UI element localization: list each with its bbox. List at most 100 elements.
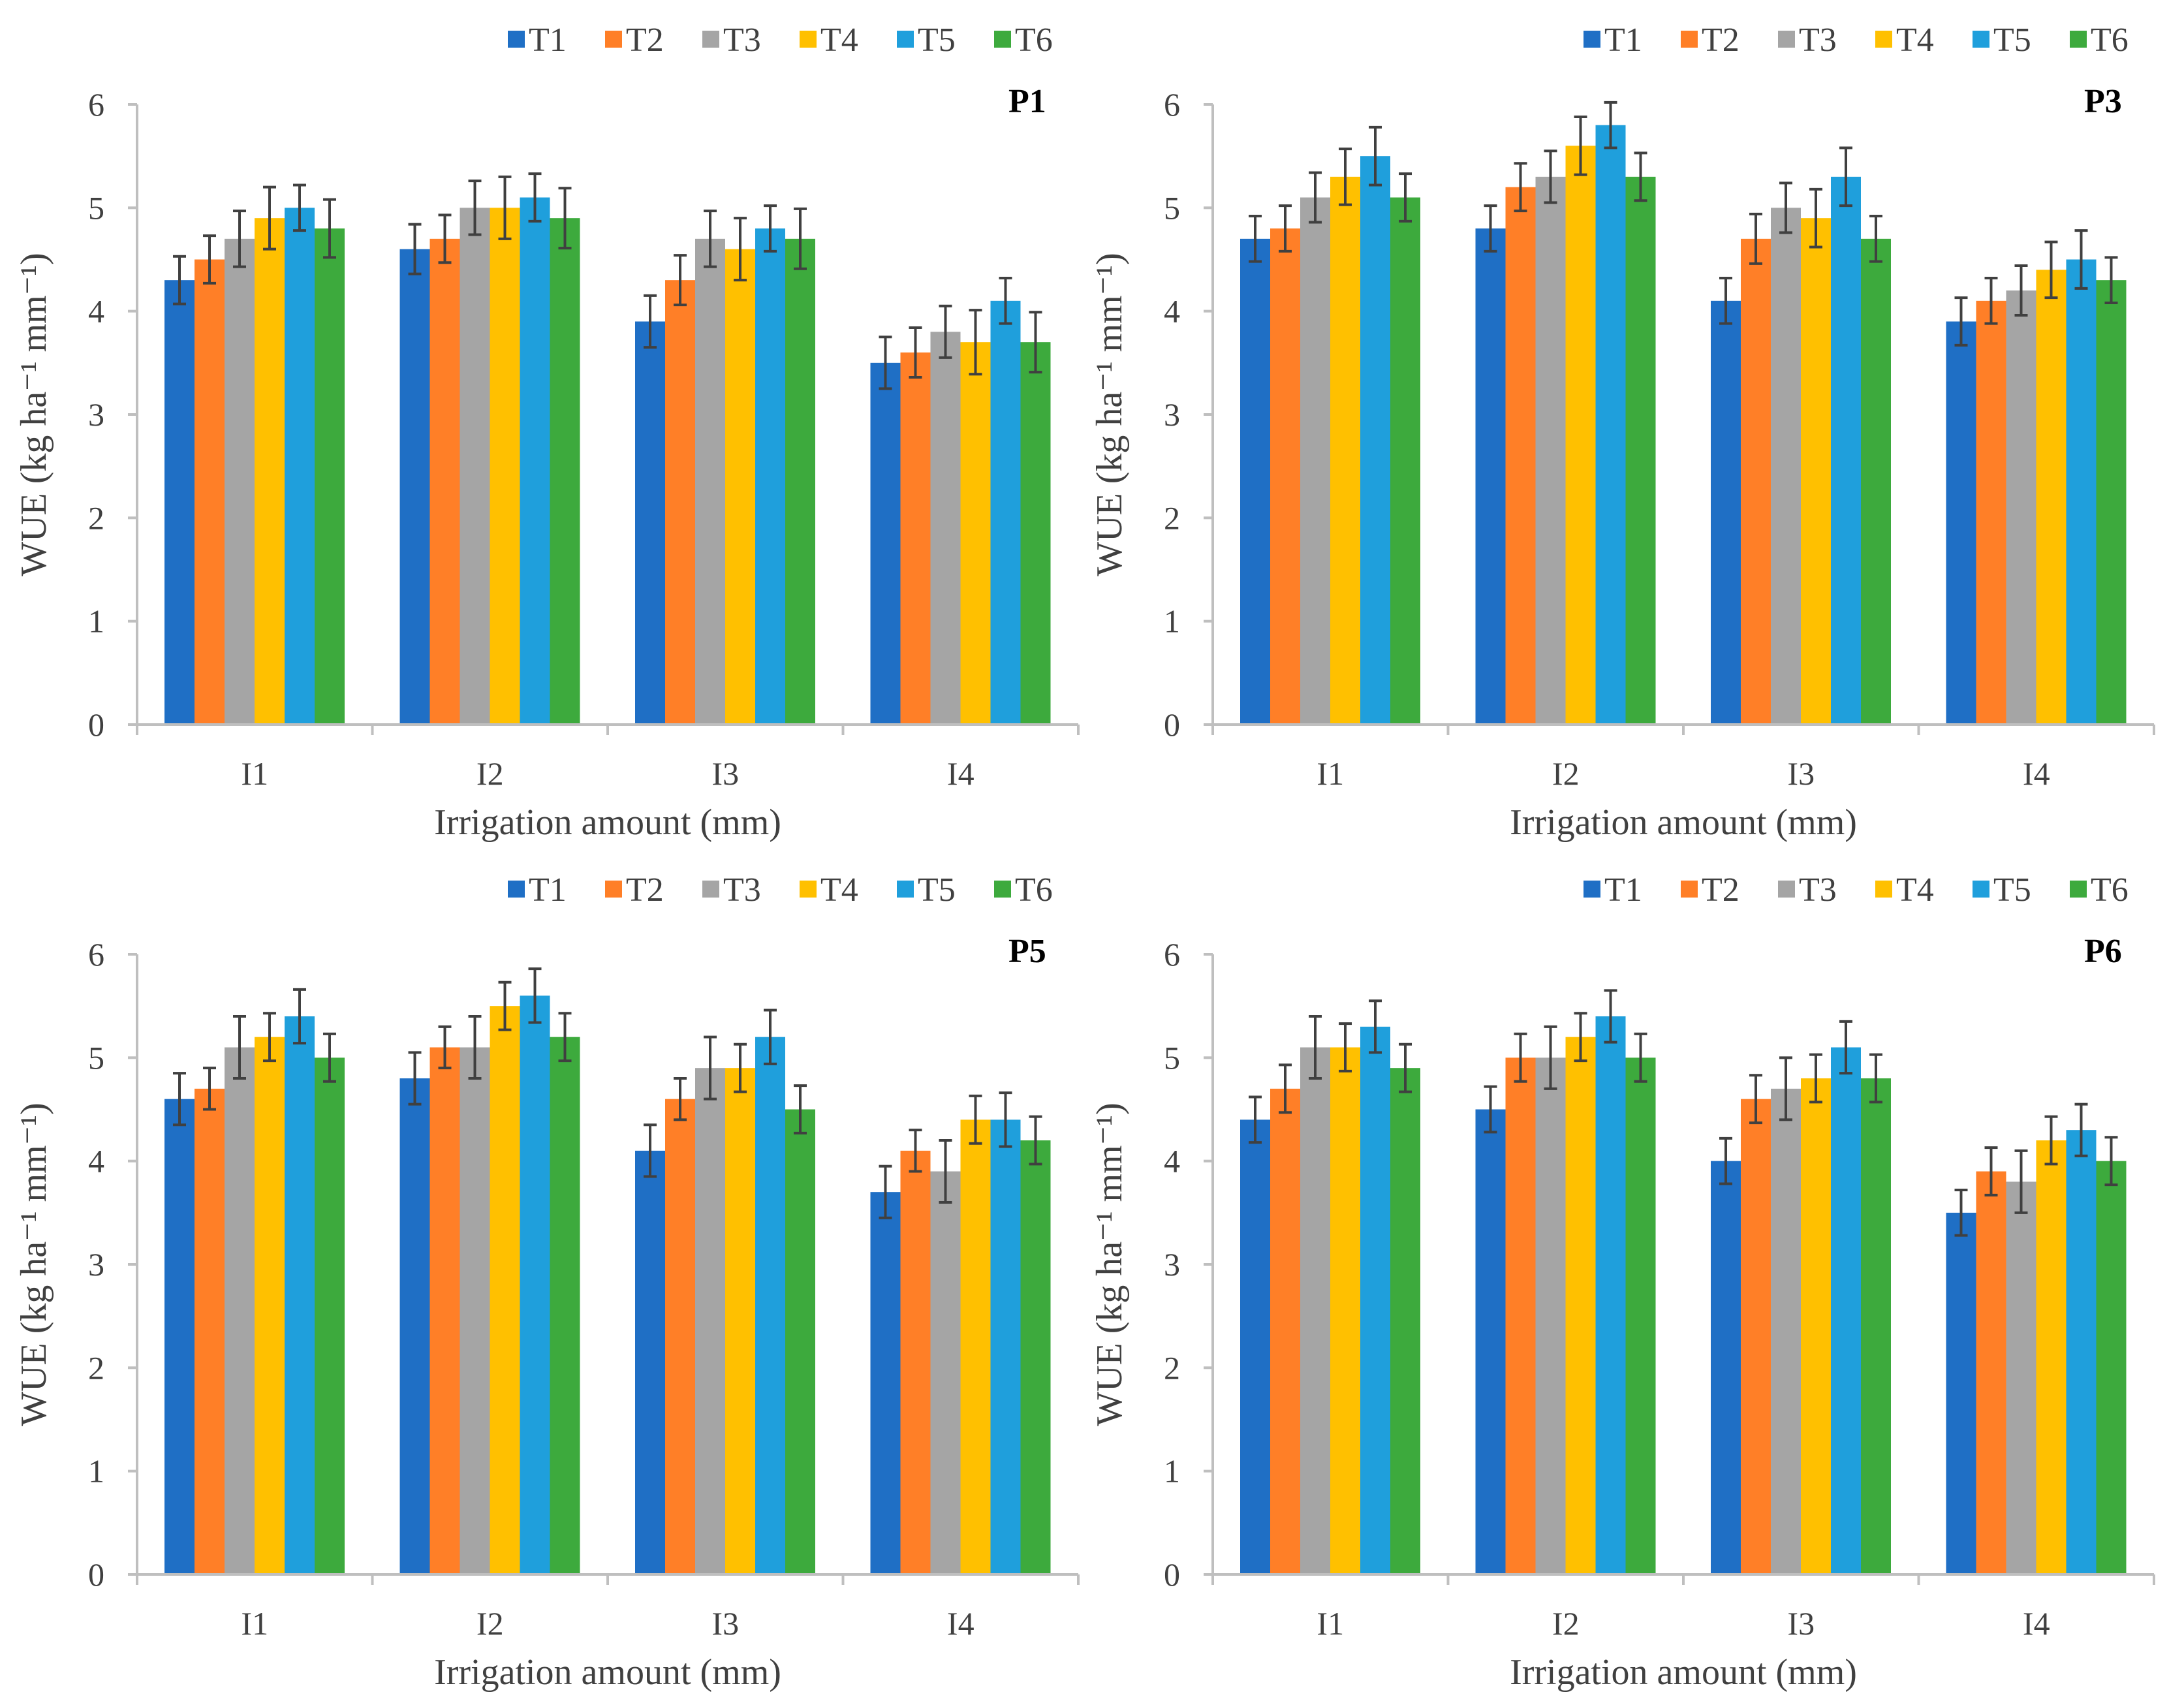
error-bar-i1-t3 [1309, 171, 1322, 224]
y-tick-label: 0 [88, 1556, 104, 1593]
bar-i4-t3 [2006, 290, 2036, 725]
legend-swatch-t2 [1681, 31, 1698, 48]
bar-i2-t5 [1595, 1016, 1626, 1574]
error-bar-i4-t1 [879, 1165, 892, 1219]
error-bar-i2-t5 [528, 172, 542, 223]
y-tick-label: 5 [88, 189, 104, 226]
legend-label-t6: T6 [1015, 871, 1053, 909]
y-tick-label: 0 [88, 706, 104, 743]
bar-i2-t1 [1475, 1109, 1506, 1574]
bar-i1-t4 [255, 1037, 285, 1574]
error-bar-i4-t3 [939, 304, 952, 359]
bar-i4-t5 [2066, 1130, 2097, 1574]
error-bar-i3-t5 [1839, 1020, 1852, 1075]
error-bar-i1-t2 [203, 234, 216, 285]
bar-i4-t3 [930, 1171, 961, 1574]
error-bar-i3-t4 [734, 1042, 747, 1093]
error-bar-i2-t3 [468, 1015, 482, 1080]
error-bar-i3-t6 [1869, 1053, 1882, 1104]
legend-swatch-t2 [605, 31, 622, 48]
error-bar-i1-t5 [1369, 125, 1382, 187]
y-tick-label: 6 [1164, 936, 1180, 973]
bar-i2-t1 [399, 249, 430, 725]
bar-i1-t1 [1240, 1119, 1270, 1574]
y-tick-label: 5 [1164, 189, 1180, 226]
legend-swatch-t6 [2070, 881, 2087, 898]
legend-label-t6: T6 [1015, 22, 1053, 59]
y-tick-label: 3 [88, 396, 104, 433]
error-bar-i1-t2 [1279, 204, 1292, 253]
error-bar-i2-t3 [468, 180, 482, 236]
legend-swatch-t3 [702, 881, 719, 898]
bar-i4-t6 [1020, 1140, 1051, 1574]
error-bar-i2-t1 [1484, 204, 1497, 253]
x-tick-label: I2 [1552, 1605, 1580, 1642]
bar-i2-t1 [1475, 228, 1506, 725]
error-bar-i2-t2 [438, 1025, 452, 1070]
y-axis-title: WUE (kg ha⁻¹ mm⁻¹) [14, 253, 54, 576]
error-bar-i3-t1 [644, 294, 657, 349]
error-bar-i2-t6 [1634, 1032, 1647, 1083]
legend-label-t5: T5 [1993, 22, 2031, 59]
panel-label: P6 [2084, 933, 2122, 970]
y-axis-title: WUE (kg ha⁻¹ mm⁻¹) [1089, 253, 1130, 576]
y-tick-label: 1 [1164, 603, 1180, 640]
chart-panel-p5: T1 T2 T3 T4 T5 T6 P5 0 1 2 3 4 5 6 I1 I2 I3 I4 Irrigation … [14, 871, 1080, 1693]
bar-i3-t4 [1801, 218, 1831, 725]
bar-i2-t3 [460, 1047, 490, 1574]
legend-label-t5: T5 [918, 22, 956, 59]
bar-i1-t6 [315, 228, 345, 725]
legend-label-t3: T3 [723, 22, 761, 59]
error-bar-i3-t5 [764, 1009, 777, 1065]
error-bar-i1-t1 [173, 255, 186, 305]
bar-i3-t5 [1831, 1047, 1861, 1574]
x-tick-label: I3 [711, 1605, 739, 1642]
bar-i3-t2 [1741, 238, 1771, 725]
x-tick-label: I4 [2023, 1605, 2050, 1642]
bars [164, 967, 1051, 1574]
error-bar-i2-t6 [558, 187, 572, 250]
legend-swatch-t6 [994, 881, 1011, 898]
y-tick-label: 4 [1164, 293, 1180, 330]
legend-swatch-t2 [1681, 881, 1698, 898]
y-tick-label: 1 [88, 603, 104, 640]
error-bar-i1-t3 [1309, 1015, 1322, 1080]
error-bar-i4-t5 [999, 1091, 1012, 1148]
error-bar-i3-t5 [1839, 146, 1852, 208]
panel-label: P1 [1008, 83, 1046, 120]
bar-i3-t1 [635, 321, 665, 725]
bar-i3-t4 [1801, 1078, 1831, 1574]
y-tick-label: 1 [1164, 1453, 1180, 1490]
legend-label-t6: T6 [2091, 871, 2129, 909]
error-bar-i4-t1 [1954, 296, 1968, 347]
legend-label-t2: T2 [626, 871, 664, 909]
error-bar-i3-t3 [704, 210, 717, 268]
error-bar-i1-t6 [323, 1032, 336, 1083]
x-tick-label: I1 [1317, 755, 1344, 792]
error-bar-i3-t6 [1869, 215, 1882, 263]
legend-swatch-t3 [1778, 881, 1795, 898]
bar-i4-t6 [2096, 1161, 2127, 1574]
y-axis-title: WUE (kg ha⁻¹ mm⁻¹) [1089, 1103, 1130, 1426]
legend-label-t5: T5 [1993, 871, 2031, 909]
legend-swatch-t4 [800, 31, 817, 48]
chart-panel-p3: T1 T2 T3 T4 T5 T6 P3 0 1 2 3 4 5 6 I1 I2 I3 I4 Irrigation … [1089, 22, 2155, 843]
bar-i2-t6 [1625, 176, 1656, 725]
bar-i1-t5 [285, 1016, 315, 1574]
error-bar-i4-t6 [1029, 1115, 1042, 1166]
bar-i2-t2 [1505, 1057, 1536, 1574]
bar-i1-t6 [315, 1057, 345, 1574]
error-bar-i1-t3 [233, 1015, 246, 1080]
bar-i4-t1 [1946, 321, 1976, 725]
bar-i4-t6 [1020, 342, 1051, 725]
legend-label-t1: T1 [529, 871, 567, 909]
error-bar-i1-t4 [1339, 148, 1352, 206]
bar-i2-t6 [1625, 1057, 1656, 1574]
x-tick-label: I4 [2023, 755, 2050, 792]
bar-i1-t2 [1270, 228, 1300, 725]
bar-i3-t4 [725, 249, 755, 725]
bar-i4-t5 [2066, 259, 2097, 725]
y-tick-label: 0 [1164, 706, 1180, 743]
legend-label-t2: T2 [626, 22, 664, 59]
